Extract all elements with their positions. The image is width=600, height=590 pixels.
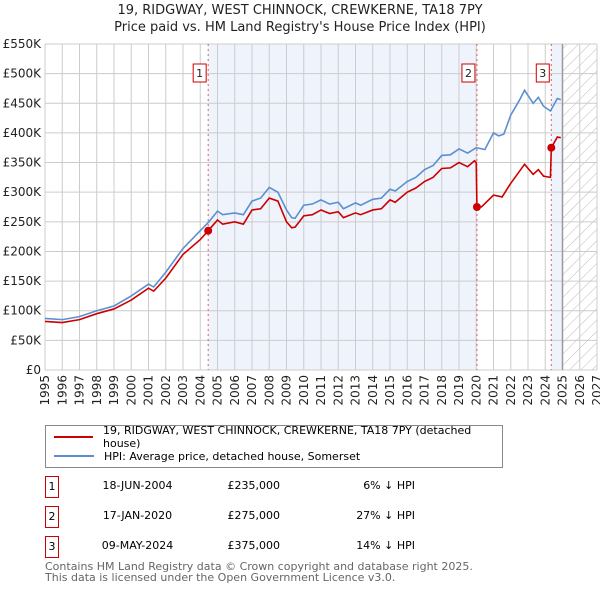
- x-tick-label: 2006: [228, 375, 242, 406]
- x-tick-label: 2012: [331, 375, 345, 406]
- sale-point: [472, 203, 481, 211]
- chart-title: 19, RIDGWAY, WEST CHINNOCK, CREWKERNE, T…: [117, 3, 483, 18]
- transaction-number: 2: [45, 506, 59, 528]
- legend-swatch-red: [54, 436, 93, 438]
- series-line-property: [44, 136, 561, 324]
- sale-label-box: [535, 63, 550, 83]
- footer-copyright: Contains HM Land Registry data © Crown c…: [45, 560, 473, 573]
- chart-subtitle: Price paid vs. HM Land Registry's House …: [114, 20, 486, 35]
- shaded-period: [551, 44, 563, 370]
- footer-licence: This data is licensed under the Open Gov…: [45, 571, 396, 584]
- x-tick-label: 2013: [349, 375, 363, 406]
- x-tick-label: 2000: [124, 375, 138, 406]
- y-tick-label: £350K: [3, 156, 43, 170]
- transaction-row: 1 18-JUN-2004 £235,000 6% ↓ HPI: [45, 476, 445, 498]
- transaction-date: 09-MAY-2024: [101, 539, 174, 552]
- transaction-date: 17-JAN-2020: [102, 509, 173, 522]
- x-tick-label: 2014: [366, 375, 380, 406]
- x-tick-label: 1998: [90, 375, 104, 406]
- y-tick-label: £550K: [3, 37, 43, 51]
- y-tick-label: £250K: [3, 215, 43, 229]
- transaction-row: 2 17-JAN-2020 £275,000 27% ↓ HPI: [45, 506, 445, 528]
- x-tick-label: 1999: [107, 375, 121, 406]
- x-tick-label: 2022: [504, 375, 518, 406]
- transaction-hpi-diff: 14% ↓ HPI: [356, 539, 415, 552]
- y-tick-label: £100K: [3, 304, 43, 318]
- x-tick-label: 2011: [314, 375, 328, 406]
- x-tick-label: 2023: [521, 375, 535, 406]
- y-tick-label: £150K: [3, 274, 43, 288]
- x-tick-label: 2016: [400, 375, 414, 406]
- x-tick-label: 2015: [383, 375, 397, 406]
- sale-label: 3: [539, 67, 546, 80]
- transaction-price: £275,000: [227, 509, 281, 522]
- sale-label-box: [461, 63, 476, 83]
- transaction-hpi-diff: 27% ↓ HPI: [356, 509, 415, 522]
- transaction-number: 3: [45, 536, 59, 558]
- x-tick-label: 2001: [142, 375, 156, 406]
- x-tick-label: 2010: [297, 375, 311, 406]
- x-tick-label: 2017: [418, 375, 432, 406]
- sale-label: 1: [196, 67, 203, 80]
- transaction-date: 18-JUN-2004: [102, 479, 173, 492]
- sale-label-box: [192, 63, 207, 83]
- x-tick-label: 2025: [556, 375, 570, 406]
- x-tick-label: 2007: [245, 375, 259, 406]
- x-tick-label: 1995: [38, 375, 52, 406]
- series-line-hpi: [44, 88, 562, 321]
- x-tick-label: 2020: [469, 375, 483, 406]
- x-tick-label: 2008: [262, 375, 276, 406]
- transaction-price: £375,000: [227, 539, 281, 552]
- transaction-number: 1: [45, 476, 59, 498]
- transaction-hpi-diff: 6% ↓ HPI: [363, 479, 415, 492]
- legend-label: 19, RIDGWAY, WEST CHINNOCK, CREWKERNE, T…: [103, 424, 472, 450]
- transaction-price: £235,000: [227, 479, 281, 492]
- y-tick-label: £50K: [10, 333, 42, 347]
- y-tick-label: £0: [26, 363, 41, 377]
- sale-label: 2: [465, 67, 472, 80]
- x-tick-label: 2021: [487, 375, 501, 406]
- y-tick-label: £400K: [3, 126, 43, 140]
- x-tick-label: 2009: [280, 375, 294, 406]
- x-tick-label: 2002: [159, 375, 173, 406]
- legend-label: HPI: Average price, detached house, Some…: [104, 449, 361, 463]
- y-tick-label: £200K: [3, 244, 43, 258]
- price-chart: 1995 1996 1997 1998 1999 2000 2001 2002 2003 2004…: [3, 37, 600, 406]
- x-tick-label: 2026: [573, 375, 587, 406]
- y-tick-label: £300K: [3, 185, 43, 199]
- x-tick-label: 2005: [211, 375, 225, 406]
- y-tick-label: £500K: [3, 67, 43, 81]
- x-tick-label: 1997: [73, 375, 87, 406]
- x-tick-label: 2024: [538, 375, 552, 406]
- x-tick-label: 2027: [590, 375, 600, 406]
- x-tick-label: 2004: [193, 375, 207, 406]
- legend: 19, RIDGWAY, WEST CHINNOCK, CREWKERNE, T…: [45, 424, 503, 468]
- x-tick-label: 2003: [176, 375, 190, 406]
- transaction-row: 3 09-MAY-2024 £375,000 14% ↓ HPI: [45, 536, 445, 558]
- x-tick-label: 2018: [435, 375, 449, 406]
- sale-point: [204, 226, 213, 235]
- legend-item-hpi: HPI: Average price, detached house, Some…: [54, 448, 360, 464]
- x-tick-label: 2019: [452, 375, 466, 406]
- sale-point: [547, 143, 556, 152]
- legend-swatch-blue: [54, 455, 94, 457]
- x-tick-label: 1996: [55, 375, 69, 406]
- legend-item-property: 19, RIDGWAY, WEST CHINNOCK, CREWKERNE, T…: [54, 424, 502, 450]
- y-tick-label: £450K: [3, 96, 43, 110]
